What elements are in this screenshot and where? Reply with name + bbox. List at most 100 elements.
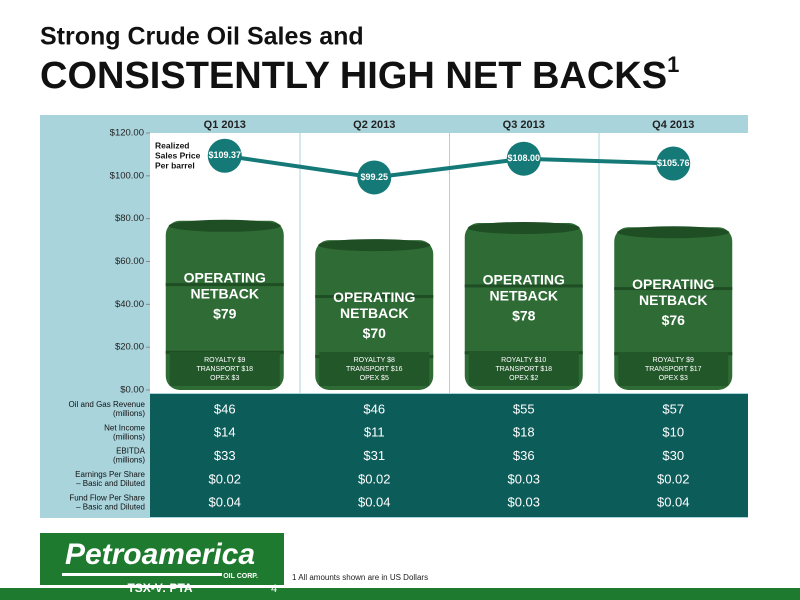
value-label: $99.25 [360,172,388,182]
price-point [357,160,392,195]
cost-label: TRANSPORT $16 [346,366,403,373]
row-label: – Basic and Diluted [76,479,145,488]
row-label: – Basic and Diluted [76,502,145,511]
footer-band [0,588,800,600]
cost-label: OPEX $3 [659,375,688,382]
row-label: Net Income [104,423,145,432]
footnote: 1 All amounts shown are in US Dollars [292,573,428,582]
x-tick-label: Q2 2013 [353,119,395,131]
y-tick-label: $0.00 [120,385,144,396]
table-cell: $0.04 [358,495,391,510]
barrel-lid [467,221,580,234]
cost-band [169,352,280,386]
price-line [224,153,674,180]
x-tick-label: Q4 2013 [652,119,694,131]
table-cell: $0.03 [507,495,540,510]
netback-label: OPERATING [632,276,714,292]
x-tick-label: Q1 2013 [204,119,246,131]
netback-label: OPERATING [184,270,266,286]
series-label: Per barrel [155,160,195,170]
cost-label: TRANSPORT $18 [196,366,253,373]
value-label: $108.00 [507,153,540,163]
netback-label: NETBACK [639,292,707,308]
table-cell: $0.02 [208,471,241,486]
table-cell: $33 [214,448,236,463]
cost-label: ROYALTY $8 [354,357,395,364]
cost-label: OPEX $2 [509,375,538,382]
table-cell: $18 [513,425,535,440]
value-label: $78 [512,308,536,324]
y-tick-label: $80.00 [115,213,144,224]
value-label: $109.37 [208,150,241,160]
page-number: 4 [271,583,277,595]
price-point [207,138,242,173]
cost-label: TRANSPORT $17 [645,366,702,373]
barrel [614,227,733,390]
netback-label: NETBACK [340,305,408,321]
value-label: $105.76 [657,158,690,168]
barrel [464,222,583,390]
cost-label: OPEX $5 [360,375,389,382]
table-cell: $0.02 [358,471,391,486]
barrel [165,220,284,390]
netback-label: OPERATING [333,289,415,305]
netback-label: NETBACK [490,288,558,304]
row-label: (millions) [113,456,145,465]
y-tick-label: $60.00 [115,256,144,267]
y-tick-label: $20.00 [115,342,144,353]
table-cell: $55 [513,401,535,416]
row-label: Fund Flow Per Share [69,493,145,502]
cost-label: TRANSPORT $18 [495,366,552,373]
table-cell: $0.04 [657,495,690,510]
barrel-rim [165,283,284,287]
y-tick-label: $120.00 [110,128,144,139]
logo-sub: OIL CORP. [223,573,258,580]
netback-label: OPERATING [483,272,565,288]
row-label: (millions) [113,432,145,441]
cost-label: OPEX $3 [210,375,239,382]
netback-label: NETBACK [191,286,259,302]
row-label: (millions) [113,409,145,418]
cost-band [468,352,579,386]
barrel-rim [614,287,733,291]
table-cell: $0.03 [507,471,540,486]
barrel-rim [464,284,583,288]
barrel-lid [617,226,730,239]
cost-band [618,352,729,386]
title: Strong Crude Oil Sales and [40,23,364,51]
row-label: Oil and Gas Revenue [69,400,146,409]
title-note: 1 [667,52,679,77]
cost-label: ROYALTY $9 [653,357,694,364]
table-cell: $46 [363,401,385,416]
price-point [506,141,541,176]
table-cell: $0.04 [208,495,241,510]
table-cell: $11 [364,425,385,440]
table-cell: $0.02 [657,471,690,486]
x-tick-label: Q3 2013 [503,119,545,131]
table-cell: $10 [662,425,684,440]
ticker: TSX-V: PTA [127,581,192,595]
subtitle: CONSISTENTLY HIGH NET BACKS1 [40,52,679,97]
logo-box [40,533,284,585]
cost-band [319,352,430,386]
y-tick-label: $40.00 [115,299,144,310]
table-cell: $36 [513,448,535,463]
table-body [150,394,748,517]
subtitle-text: CONSISTENTLY HIGH NET BACKS [40,55,667,97]
cost-label: ROYALTY $9 [204,357,245,364]
barrel-rim [315,295,434,299]
y-tick-label: $100.00 [110,170,144,181]
table-cell: $57 [662,401,684,416]
value-label: $76 [662,312,686,328]
table-cell: $14 [214,425,236,440]
barrel-lid [318,239,431,252]
price-point [656,146,691,181]
value-label: $79 [213,306,237,322]
value-label: $70 [363,325,387,341]
series-label: Sales Price [155,150,201,160]
logo-rule [62,573,222,576]
table-cell: $46 [214,401,236,416]
series-label: Realized [155,140,190,150]
logo: Petroamerica [65,538,255,571]
